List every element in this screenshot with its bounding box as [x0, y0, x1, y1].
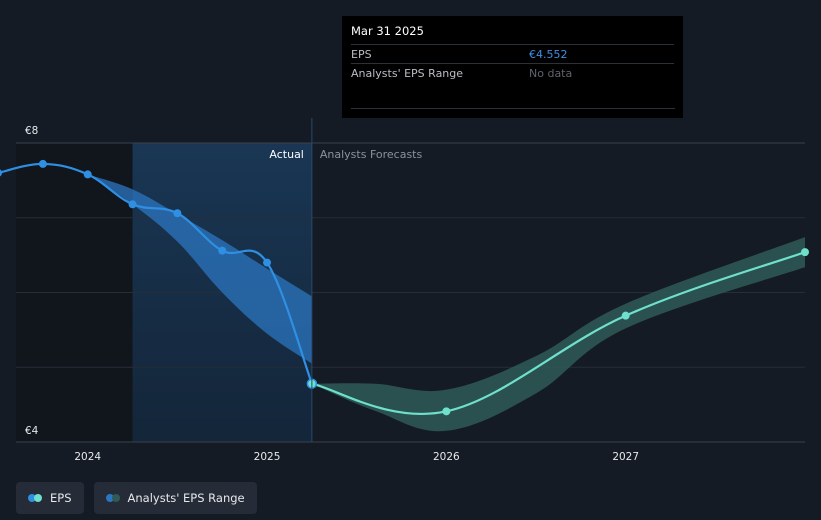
eps-point: [621, 311, 630, 320]
tooltip-row-range: Analysts' EPS Range No data: [351, 63, 674, 82]
tooltip-range-value: No data: [529, 67, 573, 80]
eps-point: [442, 407, 451, 416]
legend-eps-icon: [28, 494, 42, 502]
eps-point: [83, 170, 92, 179]
legend-range-icon: [105, 494, 120, 502]
legend-eps[interactable]: EPS: [16, 482, 84, 514]
legend-range-dot-actual: [105, 494, 114, 502]
tooltip-eps-label: EPS: [351, 48, 372, 61]
legend-range-label: Analysts' EPS Range: [127, 491, 245, 505]
eps-point: [38, 159, 47, 168]
range-band: [87, 174, 312, 364]
eps-line: [0, 162, 313, 385]
actual-label: Actual: [269, 148, 303, 161]
x-tick-label: 2026: [433, 451, 460, 463]
tooltip-date: Mar 31 2025: [351, 24, 424, 38]
eps-point: [128, 200, 137, 209]
legend-range[interactable]: Analysts' EPS Range: [93, 482, 257, 514]
eps-point: [173, 209, 182, 218]
tooltip-eps-value: €4.552: [529, 48, 568, 61]
eps-line: [311, 251, 806, 416]
forecast-label: Analysts Forecasts: [320, 148, 423, 161]
x-tick-label: 2024: [74, 451, 101, 463]
eps-point: [801, 248, 809, 257]
eps-point: [263, 258, 272, 267]
x-tick-label: 2027: [612, 451, 639, 463]
legend-range-dot-forecast: [111, 494, 120, 502]
tooltip-range-label: Analysts' EPS Range: [351, 67, 464, 80]
legend-eps-dot-actual: [28, 494, 36, 502]
legend-eps-label: EPS: [50, 491, 72, 505]
tooltip: Mar 31 2025 EPS €4.552 Analysts' EPS Ran…: [342, 16, 683, 118]
tooltip-divider: [351, 108, 675, 109]
eps-point: [218, 246, 227, 255]
y-label-top: €8: [25, 125, 38, 137]
legend: EPS Analysts' EPS Range: [16, 482, 257, 514]
eps-point: [0, 169, 3, 177]
tooltip-row-eps: EPS €4.552: [351, 44, 674, 63]
range-band: [311, 237, 805, 432]
y-label-bottom: €4: [25, 425, 39, 437]
x-tick-label: 2025: [254, 451, 281, 463]
legend-eps-dot-forecast: [34, 494, 42, 502]
